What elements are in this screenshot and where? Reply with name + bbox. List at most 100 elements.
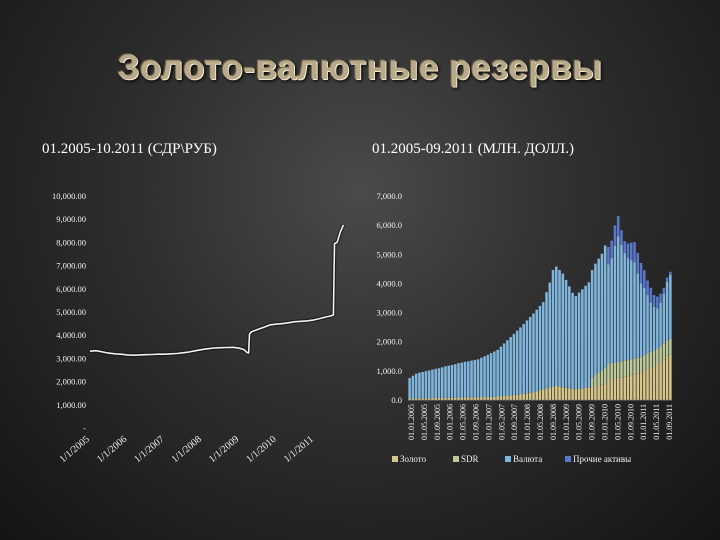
x-tick-label: 01.05.2006: [459, 404, 468, 440]
bar-currency: [414, 373, 418, 399]
bar-currency: [590, 270, 594, 378]
x-tick-label: 01.05.2005: [420, 404, 429, 440]
chart-left-title: 01.2005-10.2011 (СДР\РУБ): [42, 141, 217, 157]
bar-sdr: [662, 343, 666, 360]
bar-gold: [652, 366, 656, 400]
bar-gold: [568, 388, 571, 400]
bar-currency: [623, 252, 627, 361]
bar-currency: [577, 292, 581, 389]
bar-gold: [486, 397, 490, 400]
bar-gold: [620, 377, 623, 400]
bar-currency: [564, 279, 568, 388]
bar-gold: [656, 365, 659, 400]
bar-other: [643, 270, 646, 288]
bar-currency: [538, 305, 542, 391]
bar-gold: [470, 397, 473, 400]
bar-other: [656, 296, 659, 309]
bar-gold: [463, 397, 467, 400]
x-tick-label: 01.09.2009: [588, 404, 597, 440]
x-tick-label: 01.01.2008: [523, 404, 532, 440]
bar-gold: [646, 369, 649, 400]
y-tick-label: 7,000.0: [377, 191, 403, 201]
bar-gold: [633, 374, 636, 400]
y-tick-label: 7,000.00: [56, 261, 86, 271]
bar-currency: [450, 365, 454, 398]
bar-currency: [434, 368, 437, 398]
bar-sdr: [590, 377, 594, 387]
bar-currency: [427, 370, 431, 399]
bar-currency: [568, 286, 571, 389]
bar-currency: [662, 293, 666, 344]
bar-gold: [450, 397, 454, 400]
bar-gold: [418, 398, 421, 400]
bar-currency: [431, 369, 434, 399]
bar-other: [665, 277, 669, 282]
x-tick-label: 01.01.2011: [639, 404, 648, 440]
bar-gold: [453, 397, 457, 400]
bar-gold: [427, 398, 431, 400]
bar-currency: [626, 258, 630, 361]
legend-label: Валюта: [513, 454, 542, 464]
bar-currency: [555, 266, 558, 387]
bar-sdr: [656, 349, 659, 366]
bar-gold: [659, 362, 662, 400]
bar-gold: [467, 397, 470, 400]
bar-gold: [509, 395, 512, 400]
bar-currency: [457, 363, 460, 398]
bar-currency: [545, 292, 548, 389]
bar-gold: [541, 389, 545, 400]
bar-currency: [633, 262, 636, 359]
series-line: [89, 224, 345, 357]
bar-gold: [623, 376, 627, 400]
bar-currency: [607, 264, 610, 364]
bar-currency: [649, 302, 653, 352]
x-tick-label: 01.05.2010: [613, 404, 622, 440]
bar-currency: [467, 361, 470, 398]
bar-currency: [629, 260, 633, 360]
bar-currency: [594, 263, 597, 375]
bar-gold: [408, 398, 411, 400]
x-tick-label: 01.09.2010: [626, 404, 635, 440]
bar-currency: [558, 270, 561, 387]
bar-gold: [607, 379, 610, 400]
x-tick-label: 01.09.2007: [510, 404, 519, 440]
x-tick-label: 01.01.2005: [407, 404, 416, 440]
bar-gold: [665, 356, 669, 400]
bar-currency: [476, 359, 480, 398]
bar-currency: [493, 351, 496, 397]
y-tick-label: 5,000.00: [56, 307, 86, 317]
bar-currency: [509, 337, 512, 396]
bar-sdr: [620, 361, 623, 378]
bar-other: [616, 216, 620, 237]
bar-other: [610, 240, 613, 259]
bar-currency: [541, 302, 545, 390]
bar-currency: [519, 327, 522, 395]
bar-currency: [418, 372, 421, 399]
bar-gold: [434, 397, 437, 400]
bar-currency: [421, 372, 424, 399]
bar-gold: [600, 384, 604, 400]
bar-gold: [584, 387, 587, 400]
bar-gold: [424, 398, 428, 400]
bar-gold: [613, 378, 617, 400]
bar-sdr: [665, 340, 669, 357]
bar-currency: [551, 270, 555, 387]
bar-other: [646, 280, 649, 296]
bar-currency: [613, 245, 617, 363]
y-tick-label: 1,000.00: [56, 400, 86, 410]
bar-gold: [629, 375, 633, 400]
bar-other: [662, 287, 666, 294]
bar-sdr: [652, 350, 656, 367]
bar-gold: [643, 370, 646, 400]
bar-currency: [525, 320, 529, 394]
y-tick-label: 4,000.0: [377, 278, 403, 288]
x-tick-label: 01.09.2011: [665, 404, 674, 440]
x-tick-label: 01.05.2007: [497, 404, 506, 440]
bar-gold: [414, 398, 418, 400]
bar-currency: [639, 283, 643, 357]
bar-sdr: [646, 353, 649, 370]
bar-currency: [483, 356, 486, 398]
y-tick-label: 2,000.0: [377, 337, 403, 347]
bar-sdr: [597, 372, 600, 386]
